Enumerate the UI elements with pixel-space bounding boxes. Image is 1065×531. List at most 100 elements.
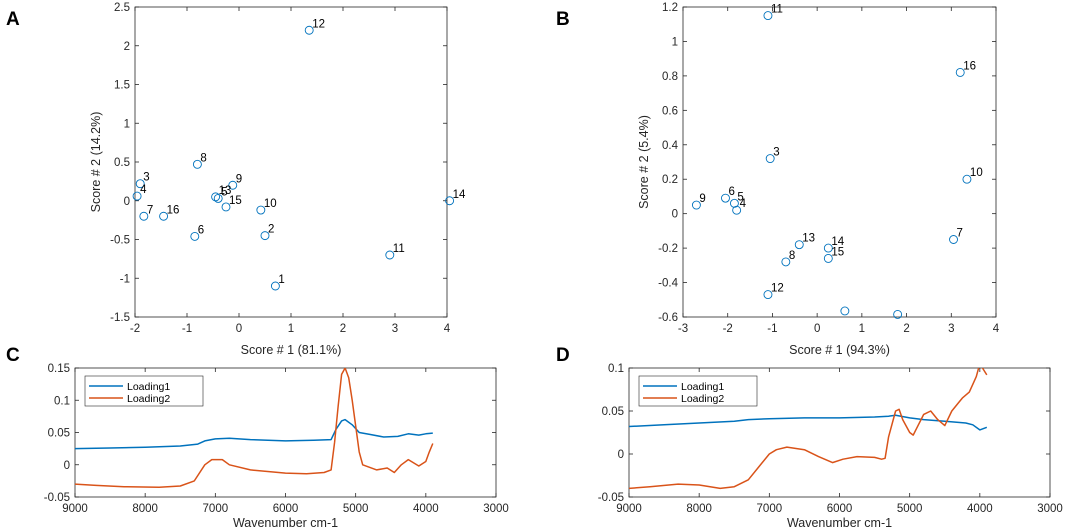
panel-b-point-label: 3 xyxy=(773,147,779,159)
panel-a-point xyxy=(228,180,238,190)
panel-b-point-label: 13 xyxy=(802,233,815,245)
panel-a-point xyxy=(270,281,280,291)
panel-b-scatter: -3 -2 -1 0 1 2 3 4-0.6-0.4-0.200.20.40.60.811.2… xyxy=(637,2,1000,357)
panel-a-point-label: 15 xyxy=(229,195,242,207)
panel-a-point xyxy=(192,159,202,169)
panel-d-x-tick-label: 7000 xyxy=(757,503,783,515)
panel-b-point-label: 5 xyxy=(737,191,743,203)
panel-a-x-tick-label: 1 xyxy=(288,323,294,335)
panel-a-y-tick-label: 0.5 xyxy=(114,157,130,169)
panel-a-point xyxy=(132,191,142,201)
panel-b-x-tick-label: -2 xyxy=(723,323,733,335)
panel-a-x-tick-label: 4 xyxy=(444,323,451,335)
panel-b-x-axis-label: Score # 1 (94.3%) xyxy=(789,343,890,357)
panel-b-point xyxy=(721,193,730,203)
panel-b-x-tick-label: -1 xyxy=(767,323,777,335)
panel-a-point xyxy=(445,196,455,206)
panel-label-c: C xyxy=(6,345,20,366)
panel-d-line-chart: 9000 8000 7000 6000 5000 4000 3000 -0.05 0 0.05 0.… xyxy=(598,363,1063,530)
panel-a-x-tick-label: -2 xyxy=(130,323,140,335)
panel-b-point xyxy=(949,235,958,244)
panel-a-point xyxy=(256,205,266,215)
panel-d-y-tick-label: -0.05 xyxy=(598,492,624,504)
panel-d-series-loading1-line xyxy=(629,414,988,431)
panel-a-point xyxy=(213,193,223,203)
panel-a-y-tick-label: 2 xyxy=(124,41,130,53)
panel-c-series-loading1-line xyxy=(75,418,433,450)
panel-d-x-tick-label: 8000 xyxy=(686,503,712,515)
panel-d-x-tick-label: 9000 xyxy=(616,503,642,515)
panel-c-x-tick-label: 6000 xyxy=(273,503,299,515)
panel-b-x-tick-label: 0 xyxy=(814,323,820,335)
panel-label-d: D xyxy=(556,345,570,366)
panel-a-point-label: 13 xyxy=(219,185,232,197)
panel-a-point-label: 16 xyxy=(167,204,180,216)
panel-a-point-label: 4 xyxy=(140,184,147,196)
panel-a-point-label: 10 xyxy=(264,198,277,210)
panel-b-y-tick-label: 1 xyxy=(672,36,678,48)
panel-d-legend-box xyxy=(638,375,758,407)
panel-a-x-axis-label: Score # 1 (81.1%) xyxy=(241,343,342,357)
panel-c-y-tick-label: 0.05 xyxy=(48,428,70,440)
panel-a-point-label: 12 xyxy=(312,18,325,30)
panel-b-y-tick-label: 0 xyxy=(672,209,678,221)
panel-a-point xyxy=(139,211,149,221)
panel-a-y-axis-label: Score # 2 (14.2%) xyxy=(89,112,103,213)
panel-a-x-tick-label: -1 xyxy=(182,323,192,335)
panel-b-y-tick-label: 0.2 xyxy=(662,174,678,186)
panel-c-y-tick-label: 0.1 xyxy=(54,395,70,407)
panel-b-point-label: 15 xyxy=(831,246,844,258)
panel-c-legend-box xyxy=(84,375,204,407)
panel-c-legend-label: Loading2 xyxy=(127,393,170,405)
panel-c-y-tick-label: 0 xyxy=(64,460,70,472)
panel-d-legend-label: Loading2 xyxy=(681,393,724,405)
panel-d-y-tick-label: 0.1 xyxy=(608,363,624,375)
panel-c-x-tick-label: 8000 xyxy=(132,503,158,515)
panel-a-axes-frame xyxy=(134,6,448,318)
panel-b-point xyxy=(691,200,701,210)
panel-b-x-tick-label: 2 xyxy=(903,323,909,335)
panel-d-y-tick-label: 0.05 xyxy=(602,406,624,418)
panel-a-point-label: 2 xyxy=(268,224,274,236)
panel-b-point xyxy=(763,11,773,21)
panel-a-y-tick-label: -1 xyxy=(120,273,130,285)
panel-b-x-tick-label: 4 xyxy=(993,323,1000,335)
panel-label-a: A xyxy=(6,9,20,30)
panel-b-point-label: 7 xyxy=(957,228,963,240)
panel-b-point-label: 14 xyxy=(831,236,844,248)
panel-d-series-loading2-line xyxy=(629,368,988,490)
panel-b-axes-frame xyxy=(682,6,997,318)
panel-a-y-tick-label: 1.5 xyxy=(114,80,130,92)
panel-b-y-tick-label: -0.4 xyxy=(658,278,678,290)
panel-a-point xyxy=(211,192,221,202)
panel-b-y-tick-label: -0.6 xyxy=(658,312,678,324)
panel-b-y-tick-label: 0.4 xyxy=(662,140,679,152)
panel-b-point xyxy=(823,253,833,263)
panel-d-y-tick-label: 0 xyxy=(618,449,624,461)
panel-b-point xyxy=(955,67,965,77)
panel-b-y-tick-label: 0.6 xyxy=(662,105,678,117)
panel-b-point-label: 10 xyxy=(970,167,983,179)
panel-a-point-label: 1 xyxy=(278,274,284,286)
panel-b-point-label: 16 xyxy=(963,60,976,72)
panel-a-point-label: 7 xyxy=(147,204,153,216)
panel-a-point-label: 9 xyxy=(236,173,242,185)
panel-a-point xyxy=(159,211,169,221)
panel-b-y-axis-label: Score # 2 (5.4%) xyxy=(637,115,651,209)
panel-d-x-axis-label: Wavenumber cm-1 xyxy=(787,516,892,530)
panel-a-point xyxy=(304,25,314,35)
panel-b-x-tick-label: -3 xyxy=(678,323,688,335)
panel-a-x-tick-label: 3 xyxy=(392,323,398,335)
panel-c-x-tick-label: 7000 xyxy=(203,503,229,515)
panel-a-y-tick-label: 1 xyxy=(124,118,130,130)
panel-b-point xyxy=(763,290,773,300)
panel-b-point-label: 8 xyxy=(789,250,795,262)
panel-b-point-label: 11 xyxy=(771,4,783,16)
panel-a-point xyxy=(190,231,200,241)
panel-a-y-tick-label: -0.5 xyxy=(110,235,130,247)
panel-b-x-tick-label: 1 xyxy=(859,323,865,335)
panel-a-y-tick-label: 2.5 xyxy=(114,2,130,14)
panel-a-point-label: 11 xyxy=(393,243,405,255)
panel-a-point-label: 3 xyxy=(143,172,149,184)
